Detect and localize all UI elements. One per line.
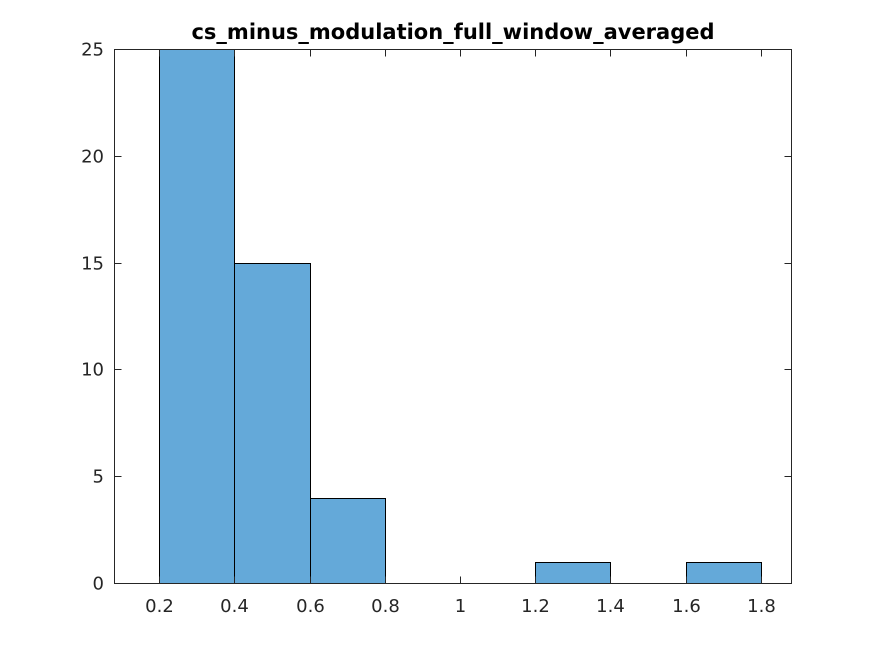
x-tick-label: 1 [455, 596, 466, 617]
y-tick-label: 20 [81, 147, 104, 168]
tick-labels-group: 0.2 0.4 0.6 0.8 1 1.2 1.4 1.6 1.8 0 5 10 15 20 25 [81, 40, 776, 618]
x-tick-label: 1.8 [747, 596, 776, 617]
y-tick-label: 25 [81, 40, 104, 61]
y-tick-label: 10 [81, 360, 104, 381]
x-tick-label: 0.4 [220, 596, 249, 617]
bars-group [159, 49, 762, 584]
chart-title: cs_minus_modulation_full_window_averaged [191, 20, 714, 44]
axes-box [114, 49, 792, 584]
histogram-bar [535, 562, 611, 584]
y-tick-label: 0 [93, 574, 104, 595]
x-tick-label: 0.2 [145, 596, 174, 617]
x-tick-label: 0.6 [296, 596, 325, 617]
histogram-bar [234, 263, 311, 584]
histogram-bar [686, 562, 762, 584]
x-tick-label: 1.4 [596, 596, 625, 617]
x-tick-label: 1.6 [672, 596, 701, 617]
histogram-bar [159, 49, 235, 584]
y-tick-label: 5 [93, 467, 104, 488]
y-tick-label: 15 [81, 254, 104, 275]
histogram-bar [310, 498, 386, 584]
x-tick-label: 0.8 [371, 596, 400, 617]
x-tick-label: 1.2 [521, 596, 550, 617]
